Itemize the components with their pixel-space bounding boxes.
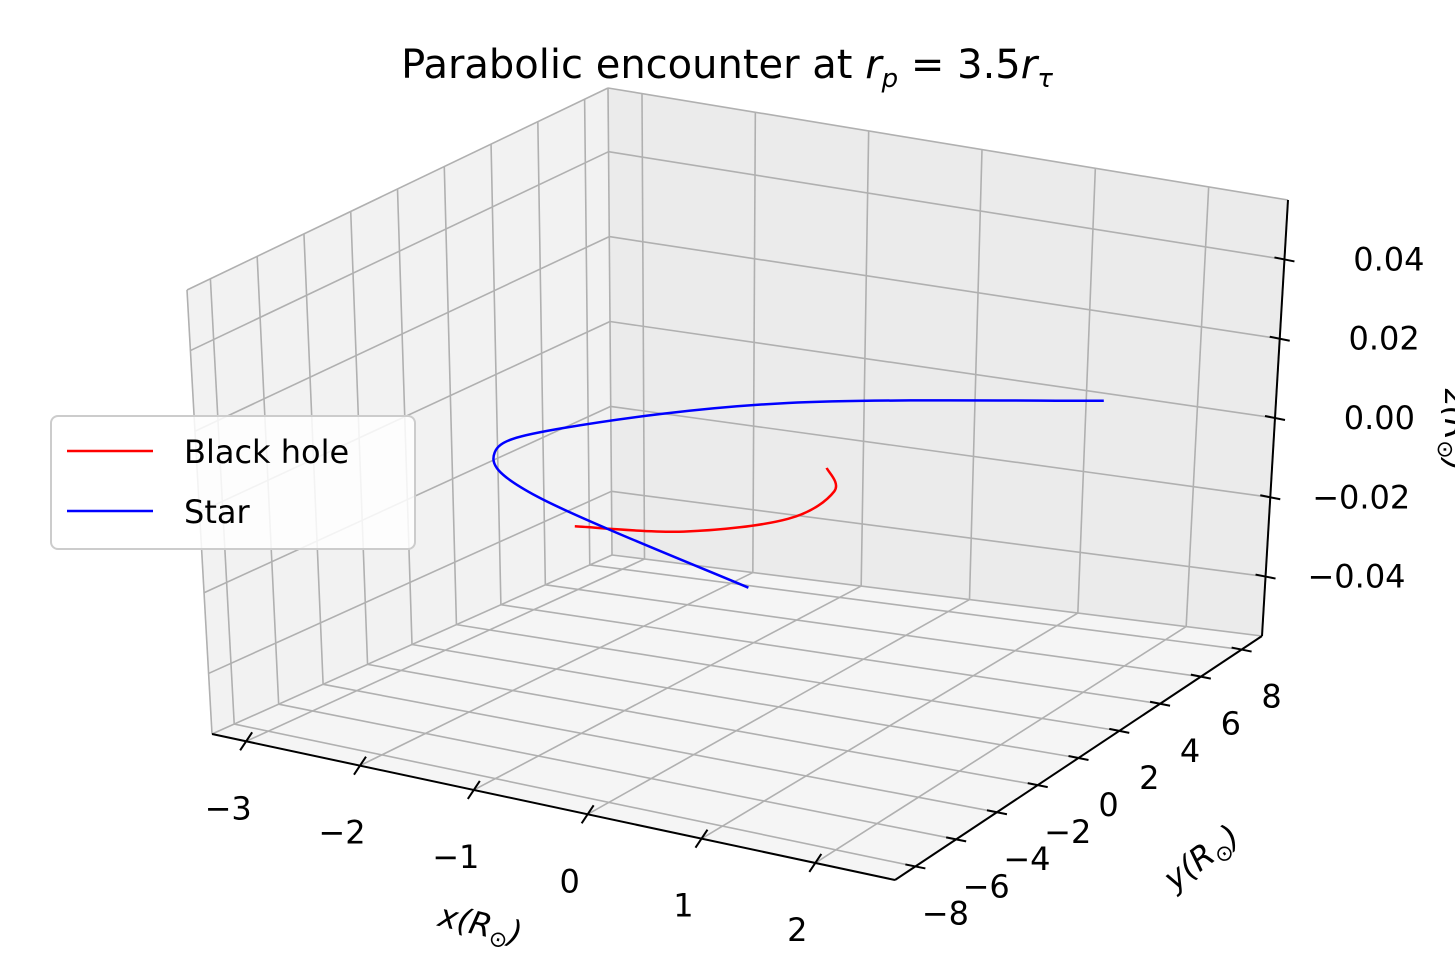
pane-edge bbox=[607, 87, 613, 556]
gridline-back-z bbox=[611, 490, 1266, 578]
x-tick bbox=[353, 756, 367, 776]
y-tick bbox=[1068, 755, 1089, 761]
gridline-floor-y bbox=[589, 564, 1242, 651]
y-tick bbox=[1109, 727, 1130, 734]
x-tick bbox=[808, 853, 823, 873]
series-lines bbox=[492, 399, 1104, 589]
tick-marks bbox=[239, 256, 1295, 873]
gridline-floor-y bbox=[322, 683, 998, 814]
y-tick-label: −8 bbox=[922, 894, 969, 932]
z-tick bbox=[1274, 256, 1295, 263]
y-tick bbox=[1027, 782, 1048, 789]
z-tick-label: −0.02 bbox=[1312, 478, 1410, 516]
z-tick bbox=[1260, 494, 1281, 501]
y-tick bbox=[1149, 700, 1171, 707]
left-pane bbox=[187, 88, 612, 734]
x-tick-label: −1 bbox=[432, 838, 479, 876]
pane-edge bbox=[211, 554, 613, 735]
x-tick-label: 1 bbox=[673, 887, 693, 925]
x-tick bbox=[239, 731, 253, 751]
y-tick-label: −2 bbox=[1044, 813, 1091, 851]
y-tick bbox=[986, 809, 1008, 816]
z-axis-label: z(R⊙) bbox=[1432, 388, 1455, 471]
chart-title: Parabolic encounter at rp = 3.5rτ bbox=[401, 42, 1053, 94]
series-line-star bbox=[492, 399, 1104, 589]
y-tick-label: 0 bbox=[1098, 786, 1118, 824]
gridline-floor-y bbox=[278, 703, 957, 841]
legend: Black hole Star bbox=[50, 415, 416, 550]
y-tick-label: 2 bbox=[1139, 759, 1159, 797]
gridline-left-z bbox=[190, 150, 609, 352]
z-tick bbox=[1264, 415, 1286, 421]
x-axis-label: x(R⊙) bbox=[433, 896, 526, 957]
legend-label-black-hole: Black hole bbox=[184, 433, 349, 471]
pane-edge bbox=[607, 87, 1289, 201]
y-tick-label: −6 bbox=[963, 867, 1010, 905]
series-line-black-hole bbox=[574, 467, 838, 534]
gridline-floor-y bbox=[500, 603, 1161, 705]
y-tick bbox=[905, 863, 926, 870]
z-tick bbox=[1269, 335, 1290, 342]
grid-lines bbox=[186, 87, 1289, 868]
x-tick-label: −2 bbox=[318, 814, 365, 852]
z-tick bbox=[1255, 573, 1276, 580]
pane-edge bbox=[611, 554, 1263, 637]
gridline-floor-y bbox=[456, 623, 1120, 732]
z-tick-label: 0.02 bbox=[1348, 320, 1419, 358]
y-tick bbox=[1190, 673, 1212, 680]
x-axis-line bbox=[211, 733, 896, 881]
x-tick-label: −3 bbox=[205, 789, 252, 827]
pane-edge bbox=[186, 87, 609, 291]
gridline-floor-y bbox=[545, 584, 1201, 678]
x-tick-label: 0 bbox=[559, 862, 579, 900]
back-pane bbox=[608, 88, 1288, 636]
gridline-floor-y bbox=[411, 643, 1079, 759]
x-tick bbox=[580, 804, 595, 824]
gridline-floor-y bbox=[367, 663, 1038, 786]
legend-frame bbox=[50, 415, 416, 550]
gridline-left-z bbox=[194, 235, 610, 432]
gridline-back-z bbox=[609, 320, 1276, 419]
y-tick-label: −4 bbox=[1003, 840, 1050, 878]
y-tick-label: 6 bbox=[1221, 705, 1241, 743]
x-tick bbox=[694, 829, 709, 849]
legend-label-star: Star bbox=[184, 493, 250, 531]
y-tick bbox=[945, 836, 967, 843]
z-tick-label: −0.04 bbox=[1307, 558, 1405, 596]
gridline-left-z bbox=[208, 490, 612, 675]
x-tick-label: 2 bbox=[787, 911, 807, 949]
y-tick-label: 8 bbox=[1261, 678, 1281, 716]
gridline-floor-y bbox=[234, 723, 916, 868]
gridline-back-z bbox=[609, 235, 1280, 340]
gridline-back-z bbox=[608, 150, 1285, 261]
y-tick-label: 4 bbox=[1180, 732, 1200, 770]
z-tick-label: 0.00 bbox=[1344, 399, 1415, 437]
z-tick-label: 0.04 bbox=[1353, 240, 1424, 278]
y-axis-label: y(R⊙) bbox=[1155, 817, 1249, 903]
gridline-back-z bbox=[610, 405, 1271, 499]
x-tick bbox=[466, 780, 481, 800]
y-tick bbox=[1231, 646, 1252, 653]
